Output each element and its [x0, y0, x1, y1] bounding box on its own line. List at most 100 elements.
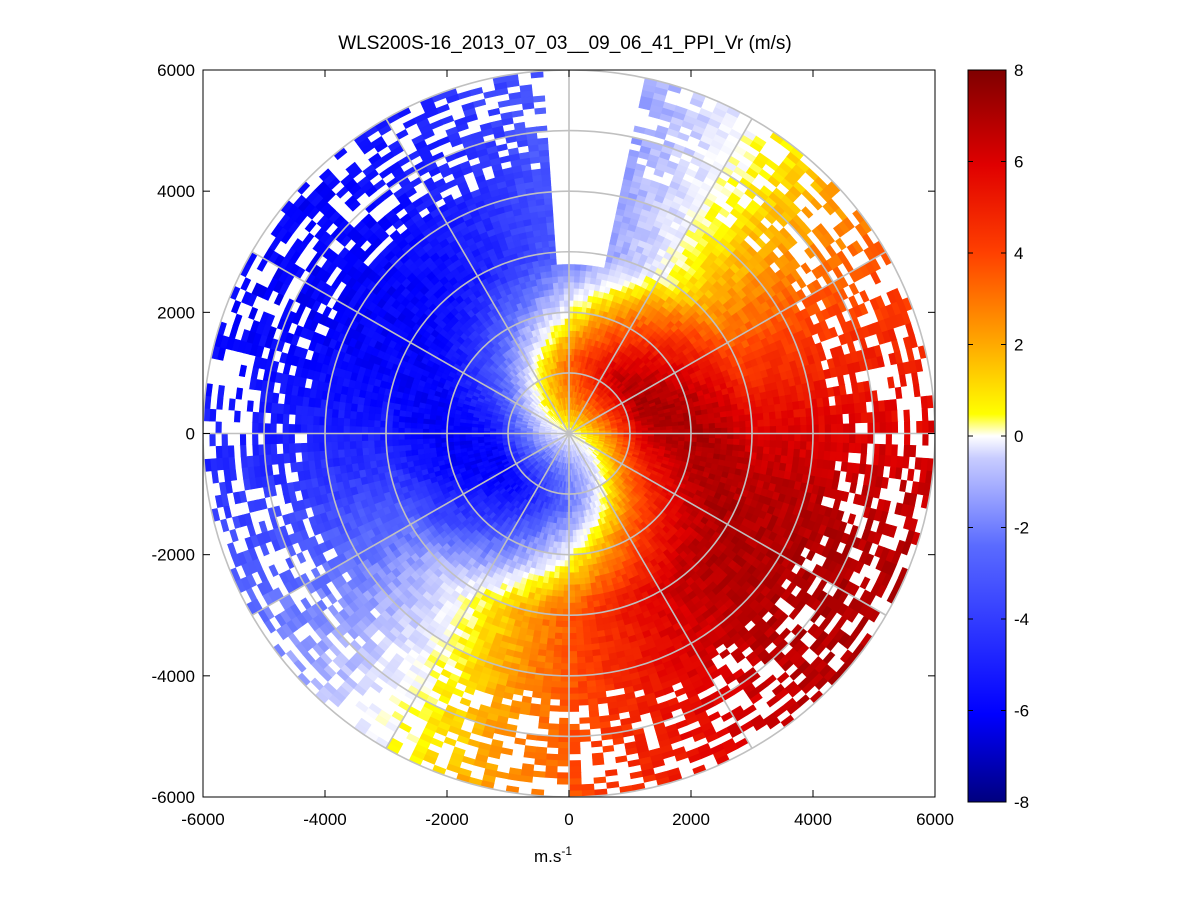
velocity-cell: [568, 245, 576, 253]
velocity-cell: [732, 415, 740, 423]
velocity-cell: [829, 405, 838, 416]
velocity-cell: [579, 112, 592, 120]
velocity-cell: [573, 299, 579, 307]
velocity-cell: [568, 75, 582, 83]
velocity-cell: [653, 426, 661, 431]
velocity-cell: [903, 421, 911, 434]
velocity-cell: [903, 444, 911, 458]
velocity-cell: [830, 433, 838, 444]
velocity-cell: [860, 443, 869, 455]
velocity-cell: [756, 446, 765, 455]
velocity-cell: [794, 433, 802, 442]
velocity-cell: [885, 410, 893, 423]
velocity-cell: [903, 409, 911, 423]
velocity-cell: [568, 142, 580, 150]
velocity-cell: [763, 426, 771, 434]
velocity-cell: [568, 178, 579, 186]
velocity-cell: [733, 427, 741, 434]
velocity-cell: [774, 411, 783, 420]
velocity-cell: [714, 438, 722, 445]
velocity-cell: [714, 422, 722, 429]
velocity-cell: [818, 441, 826, 452]
velocity-cell: [568, 221, 577, 228]
velocity-cell: [800, 424, 808, 434]
velocity-cell: [575, 233, 584, 241]
chart-title: WLS200S-16_2013_07_03__09_06_41_PPI_Vr (…: [338, 33, 792, 54]
velocity-cell: [576, 209, 586, 217]
velocity-cell: [726, 416, 734, 423]
velocity-cell: [897, 433, 905, 446]
velocity-cell: [568, 93, 582, 101]
velocity-cell: [763, 419, 771, 428]
velocity-cell: [855, 423, 863, 434]
velocity-cell: [847, 403, 856, 415]
velocity-cell: [921, 408, 929, 422]
velocity-cell: [756, 412, 765, 421]
velocity-cell: [800, 433, 808, 443]
velocity-cell: [781, 410, 789, 420]
velocity-cell: [835, 451, 844, 463]
velocity-cell: [731, 409, 740, 417]
velocity-cell: [788, 425, 796, 434]
velocity-cell: [739, 439, 747, 447]
velocity-cell: [721, 433, 728, 440]
velocity-cell: [578, 160, 589, 168]
velocity-cell: [909, 445, 917, 458]
velocity-cell: [568, 209, 578, 216]
velocity-cell: [738, 414, 746, 422]
velocity-cell: [885, 433, 893, 446]
velocity-cell: [806, 433, 814, 443]
velocity-cell: [787, 440, 795, 450]
velocity-cell: [867, 422, 875, 434]
velocity-cell: [732, 444, 740, 452]
velocity-cell: [579, 118, 592, 126]
velocity-cell: [720, 422, 728, 429]
velocity-cell: [568, 118, 581, 126]
velocity-cell: [774, 447, 783, 456]
velocity-cell: [916, 433, 924, 447]
velocity-cell: [885, 444, 893, 457]
velocity-cell: [713, 412, 721, 419]
velocity-cell: [897, 444, 905, 458]
velocity-cell: [775, 425, 783, 434]
velocity-cell: [867, 433, 875, 445]
velocity-cell: [842, 413, 850, 425]
velocity-cell: [794, 425, 802, 434]
velocity-cell: [696, 437, 704, 444]
velocity-cell: [835, 404, 844, 416]
velocity-cell: [830, 442, 838, 453]
velocity-cell: [702, 423, 710, 430]
velocity-cell: [582, 227, 592, 235]
velocity-cell: [714, 443, 722, 450]
velocity-cell: [841, 452, 850, 463]
velocity-cell: [720, 443, 728, 451]
velocity-cell: [824, 442, 832, 452]
velocity-cell: [757, 419, 765, 428]
velocity-cell: [849, 433, 857, 444]
velocity-cell: [860, 412, 869, 424]
velocity-cell: [854, 443, 862, 455]
velocity-cell: [793, 441, 801, 450]
velocity-cell: [574, 275, 581, 283]
velocity-cell: [702, 418, 710, 425]
velocity-cell: [586, 258, 594, 266]
velocity-cell: [580, 100, 593, 108]
velocity-cell: [806, 424, 814, 434]
velocity-cell: [848, 413, 856, 425]
velocity-cell: [568, 275, 575, 283]
velocity-cell: [738, 445, 746, 453]
velocity-cell: [568, 215, 577, 222]
velocity-cell: [696, 419, 704, 425]
velocity-cell: [583, 221, 592, 229]
velocity-cell: [568, 257, 576, 265]
velocity-cell: [841, 404, 850, 415]
velocity-cell: [751, 433, 759, 441]
velocity-cell: [719, 411, 728, 418]
velocity-cell: [720, 416, 728, 424]
velocity-cell: [726, 444, 734, 451]
velocity-cell: [578, 154, 589, 162]
velocity-cell: [836, 414, 844, 425]
velocity-cell: [568, 263, 576, 271]
velocity-cell: [568, 190, 578, 198]
velocity-cell: [578, 142, 590, 150]
